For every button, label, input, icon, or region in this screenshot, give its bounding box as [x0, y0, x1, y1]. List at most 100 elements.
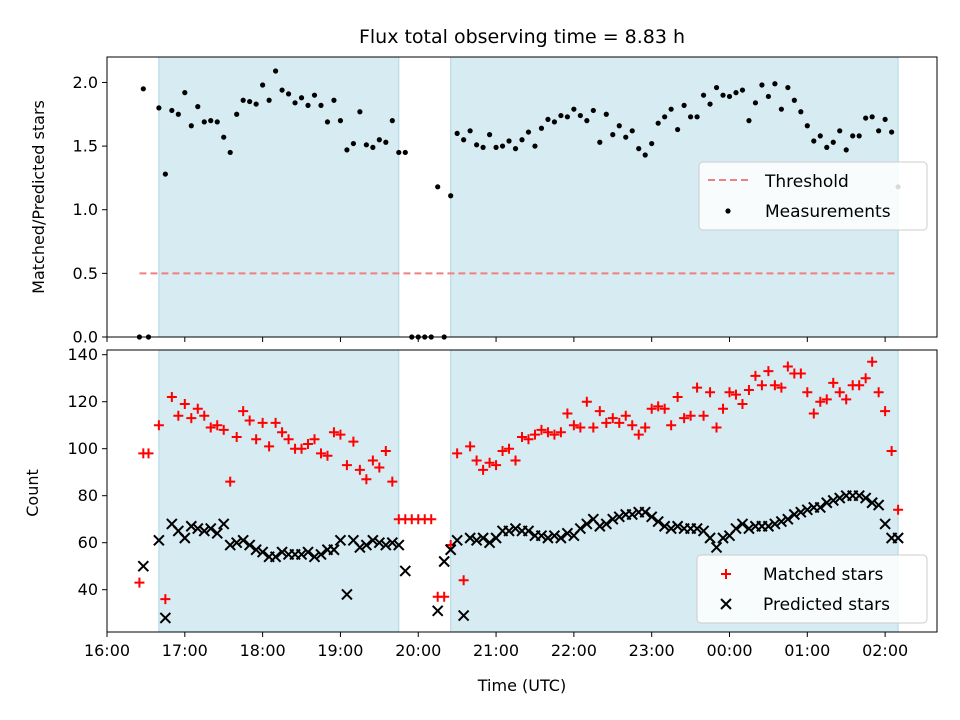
predicted-point: [393, 539, 405, 551]
measurement-point: [739, 87, 746, 93]
predicted-point: [548, 529, 561, 542]
measurement-point: [363, 142, 369, 148]
measurement-point: [162, 171, 168, 177]
matched-point: [218, 424, 229, 435]
legend-matched-swatch: [721, 569, 731, 579]
legend-label: Matched stars: [763, 565, 883, 585]
matched-point: [426, 514, 437, 525]
measurement-point: [558, 112, 564, 119]
matched-point: [685, 410, 696, 421]
predicted-point: [503, 525, 515, 537]
matched-point: [380, 446, 391, 457]
predicted-point: [581, 518, 593, 530]
predicted-point: [367, 534, 379, 547]
predicted-point: [334, 534, 347, 547]
matched-point: [549, 429, 560, 440]
measurement-point: [461, 137, 467, 143]
predicted-point: [269, 551, 282, 563]
matched-point: [568, 420, 579, 431]
axes-frame: [106, 349, 938, 633]
series-0: [134, 356, 904, 605]
matched-point: [160, 594, 171, 605]
measurement-point: [772, 81, 778, 87]
measurement-point: [876, 128, 882, 134]
matched-point: [529, 429, 540, 440]
measurement-point: [675, 126, 681, 133]
measurement-point: [668, 106, 674, 112]
matched-point: [795, 368, 806, 379]
matched-point: [828, 377, 839, 388]
measurement-point: [140, 86, 146, 92]
measurement-point: [843, 147, 849, 153]
matched-point: [361, 474, 372, 485]
measurement-point: [195, 104, 201, 110]
matched-point: [750, 370, 761, 381]
matched-point: [834, 387, 845, 398]
legend-label: Threshold: [764, 172, 849, 192]
ratio-y-axis-label: Matched/Predicted stars: [29, 100, 48, 294]
measurement-point: [519, 137, 525, 143]
predicted-point: [665, 522, 677, 535]
predicted-point: [801, 504, 814, 516]
measurement-point: [811, 138, 817, 144]
measurement-point: [234, 111, 240, 117]
y-tick-label: 40: [78, 580, 98, 599]
measurement-point: [629, 128, 635, 134]
series-1: [137, 489, 904, 624]
matched-point: [374, 462, 385, 473]
predicted-point: [295, 548, 308, 561]
measurement-point: [279, 87, 285, 93]
matched-point: [504, 443, 515, 454]
measurement-point: [350, 140, 357, 147]
measurement-point: [435, 184, 441, 190]
predicted-point: [574, 522, 587, 535]
predicted-point: [198, 525, 210, 537]
measurement-point: [746, 118, 752, 124]
predicted-point: [658, 520, 671, 532]
measurement-point: [324, 119, 331, 125]
legend: Threshold Measurements: [698, 161, 928, 231]
measurement-point: [759, 82, 765, 88]
measurement-point: [817, 133, 823, 139]
matched-point: [542, 427, 553, 438]
matched-point: [283, 434, 294, 445]
matched-point: [510, 455, 521, 466]
predicted-point: [477, 532, 489, 544]
matched-point: [244, 415, 255, 426]
measurement-point: [713, 84, 720, 91]
matched-point: [821, 394, 832, 405]
predicted-point: [276, 546, 288, 558]
measurement-point: [182, 90, 188, 96]
matched-point: [491, 460, 502, 471]
predicted-point: [736, 518, 749, 530]
shaded-interval-0: [158, 349, 400, 633]
measurement-point: [882, 116, 888, 122]
predicted-point: [224, 539, 236, 551]
predicted-point: [438, 555, 450, 568]
measurement-point: [785, 84, 791, 91]
predicted-point: [457, 609, 470, 622]
measurement-point: [370, 144, 376, 150]
matched-point: [153, 420, 164, 431]
measurement-point: [707, 101, 713, 107]
measurement-point: [305, 102, 311, 108]
measurement-point: [856, 133, 862, 139]
measurement-point: [577, 112, 583, 119]
predicted-point: [159, 612, 172, 624]
y-tick-label: 0.0: [73, 328, 98, 347]
measurement-point: [292, 100, 298, 106]
measurement-point: [662, 114, 668, 120]
predicted-point: [561, 527, 574, 540]
predicted-point: [137, 560, 150, 572]
measurement-point: [720, 92, 726, 98]
measurement-point: [247, 98, 253, 105]
matched-point: [633, 429, 644, 440]
predicted-point: [717, 532, 729, 544]
predicted-point: [192, 522, 204, 535]
matched-point: [387, 476, 398, 487]
predicted-point: [179, 532, 191, 544]
measurement-point: [266, 97, 272, 103]
matched-point: [692, 382, 703, 393]
matched-point: [737, 399, 748, 410]
matched-point: [166, 392, 177, 402]
